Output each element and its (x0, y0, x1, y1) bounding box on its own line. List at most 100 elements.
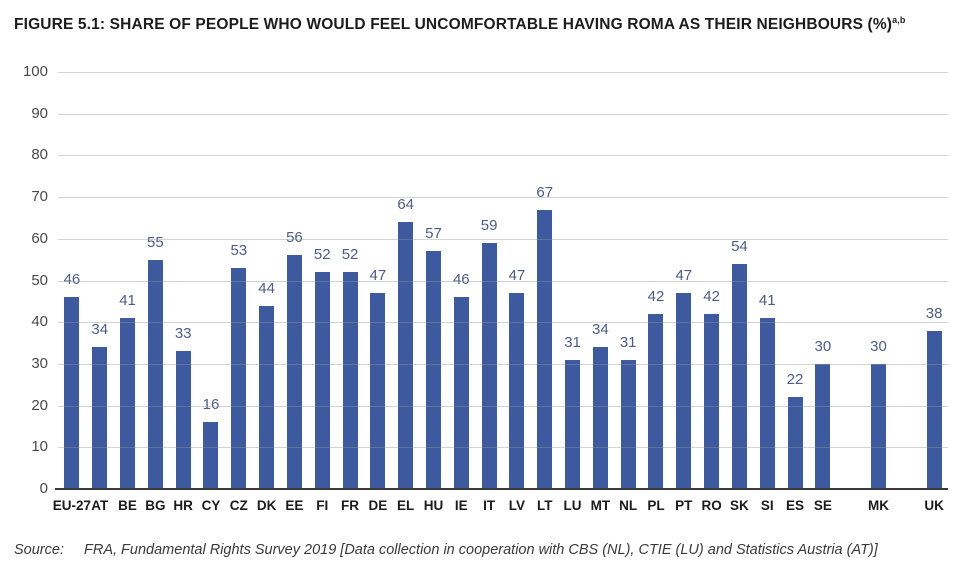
y-axis-tick-60: 60 (31, 229, 48, 247)
value-label-BG: 55 (147, 233, 164, 251)
y-axis-tick-100: 100 (22, 63, 48, 80)
x-axis-label-LT: LT (536, 498, 553, 513)
bar-EU-27 (64, 297, 80, 489)
gridline-90 (58, 113, 948, 115)
value-label-ES: 22 (786, 371, 804, 389)
value-label-RO: 42 (703, 287, 720, 305)
bar-LU (565, 359, 581, 489)
value-label-LV: 47 (508, 267, 526, 284)
y-axis-tick-0: 0 (39, 480, 48, 497)
x-axis-label-SE: SE (813, 498, 832, 513)
value-label-LU: 31 (564, 333, 581, 351)
value-label-FR: 52 (341, 246, 359, 264)
gridline-50 (58, 280, 948, 282)
value-label-EU-27: 46 (63, 271, 81, 289)
x-axis-label-UK: UK (924, 498, 944, 513)
x-axis-label-LV: LV (508, 498, 526, 513)
y-axis-tick-20: 20 (31, 396, 48, 414)
value-label-FI: 52 (313, 246, 331, 264)
bar-ES (787, 397, 803, 489)
x-axis-label-HR: HR (173, 498, 193, 513)
value-label-SK: 54 (731, 237, 748, 255)
source-note: Source: FRA, Fundamental Rights Survey 20… (14, 542, 878, 558)
gridline-30 (58, 363, 948, 365)
value-label-NL: 31 (619, 333, 637, 351)
value-label-AT: 34 (91, 321, 109, 339)
value-label-IT: 59 (480, 216, 498, 234)
x-axis-label-RO: RO (701, 498, 722, 513)
bar-SI (759, 318, 775, 489)
bar-CY (203, 422, 219, 489)
bar-FI (314, 272, 330, 489)
x-axis-label-HU: HU (423, 498, 444, 513)
gridline-100 (58, 72, 948, 73)
x-axis-label-BE: BE (118, 498, 137, 513)
value-label-MT: 34 (592, 321, 609, 339)
y-axis-tick-70: 70 (31, 188, 48, 206)
x-axis-line (55, 488, 948, 490)
bar-PT (676, 293, 692, 489)
bar-EE (286, 255, 302, 489)
bar-SE (815, 363, 831, 489)
bar-BE (120, 318, 136, 489)
bar-AT (92, 347, 108, 489)
bar-SK (731, 263, 747, 489)
value-label-SE: 30 (814, 337, 832, 355)
x-axis-label-DE: DE (368, 498, 388, 513)
x-axis-label-SI: SI (760, 498, 774, 513)
x-axis-label-BG: BG (145, 498, 166, 513)
bar-DK (259, 305, 275, 489)
x-axis-label-SK: SK (730, 498, 749, 513)
figure-title-footnote-marker: a,b (892, 15, 906, 25)
value-label-PL: 42 (647, 287, 665, 305)
x-axis-label-DK: DK (256, 498, 277, 513)
y-axis-tick-30: 30 (31, 354, 48, 372)
value-label-HR: 33 (174, 325, 192, 343)
bar-MK (870, 363, 886, 489)
x-axis-label-IT: IT (483, 498, 496, 513)
figure-title-text: FIGURE 5.1: SHARE OF PEOPLE WHO WOULD FE… (14, 16, 893, 34)
bar-NL (620, 359, 636, 489)
x-axis-label-AT: AT (91, 498, 109, 513)
bar-IE (453, 297, 469, 489)
source-text: FRA, Fundamental Rights Survey 2019 [Dat… (84, 542, 878, 558)
bar-RO (704, 313, 720, 489)
x-axis-label-EL: EL (397, 498, 415, 513)
x-axis-label-MT: MT (590, 498, 611, 513)
figure-title: FIGURE 5.1: SHARE OF PEOPLE WHO WOULD FE… (14, 15, 906, 34)
y-axis-tick-10: 10 (31, 438, 48, 456)
bar-HU (425, 251, 441, 489)
x-axis-label-FR: FR (341, 498, 360, 513)
value-label-IE: 46 (452, 271, 470, 289)
gridline-10 (58, 447, 948, 449)
bar-LT (537, 209, 553, 489)
bar-HR (175, 351, 191, 489)
gridline-70 (58, 197, 948, 199)
x-axis-label-NL: NL (619, 498, 638, 513)
x-axis-label-FI: FI (316, 498, 329, 513)
x-axis-label-CZ: CZ (229, 498, 248, 513)
bar-EL (398, 222, 414, 489)
bar-DE (370, 293, 386, 489)
gridline-60 (58, 238, 948, 240)
value-label-HU: 57 (425, 225, 442, 243)
bar-FR (342, 272, 358, 489)
value-label-CZ: 53 (230, 241, 248, 259)
x-axis-label-IE: IE (454, 498, 468, 513)
x-axis-label-PT: PT (675, 498, 693, 513)
gridline-80 (58, 155, 948, 157)
x-axis-label-CY: CY (201, 498, 221, 513)
value-label-MK: 30 (870, 337, 887, 355)
bar-IT (481, 242, 497, 489)
value-label-UK: 38 (925, 304, 943, 322)
y-axis-tick-80: 80 (31, 146, 48, 164)
x-axis-label-MK: MK (867, 498, 889, 513)
bar-CZ (231, 267, 247, 489)
value-label-CY: 16 (202, 396, 220, 414)
value-label-LT: 67 (536, 183, 554, 201)
gridline-20 (58, 405, 948, 407)
bar-UK (926, 330, 942, 489)
bar-PL (648, 313, 664, 489)
